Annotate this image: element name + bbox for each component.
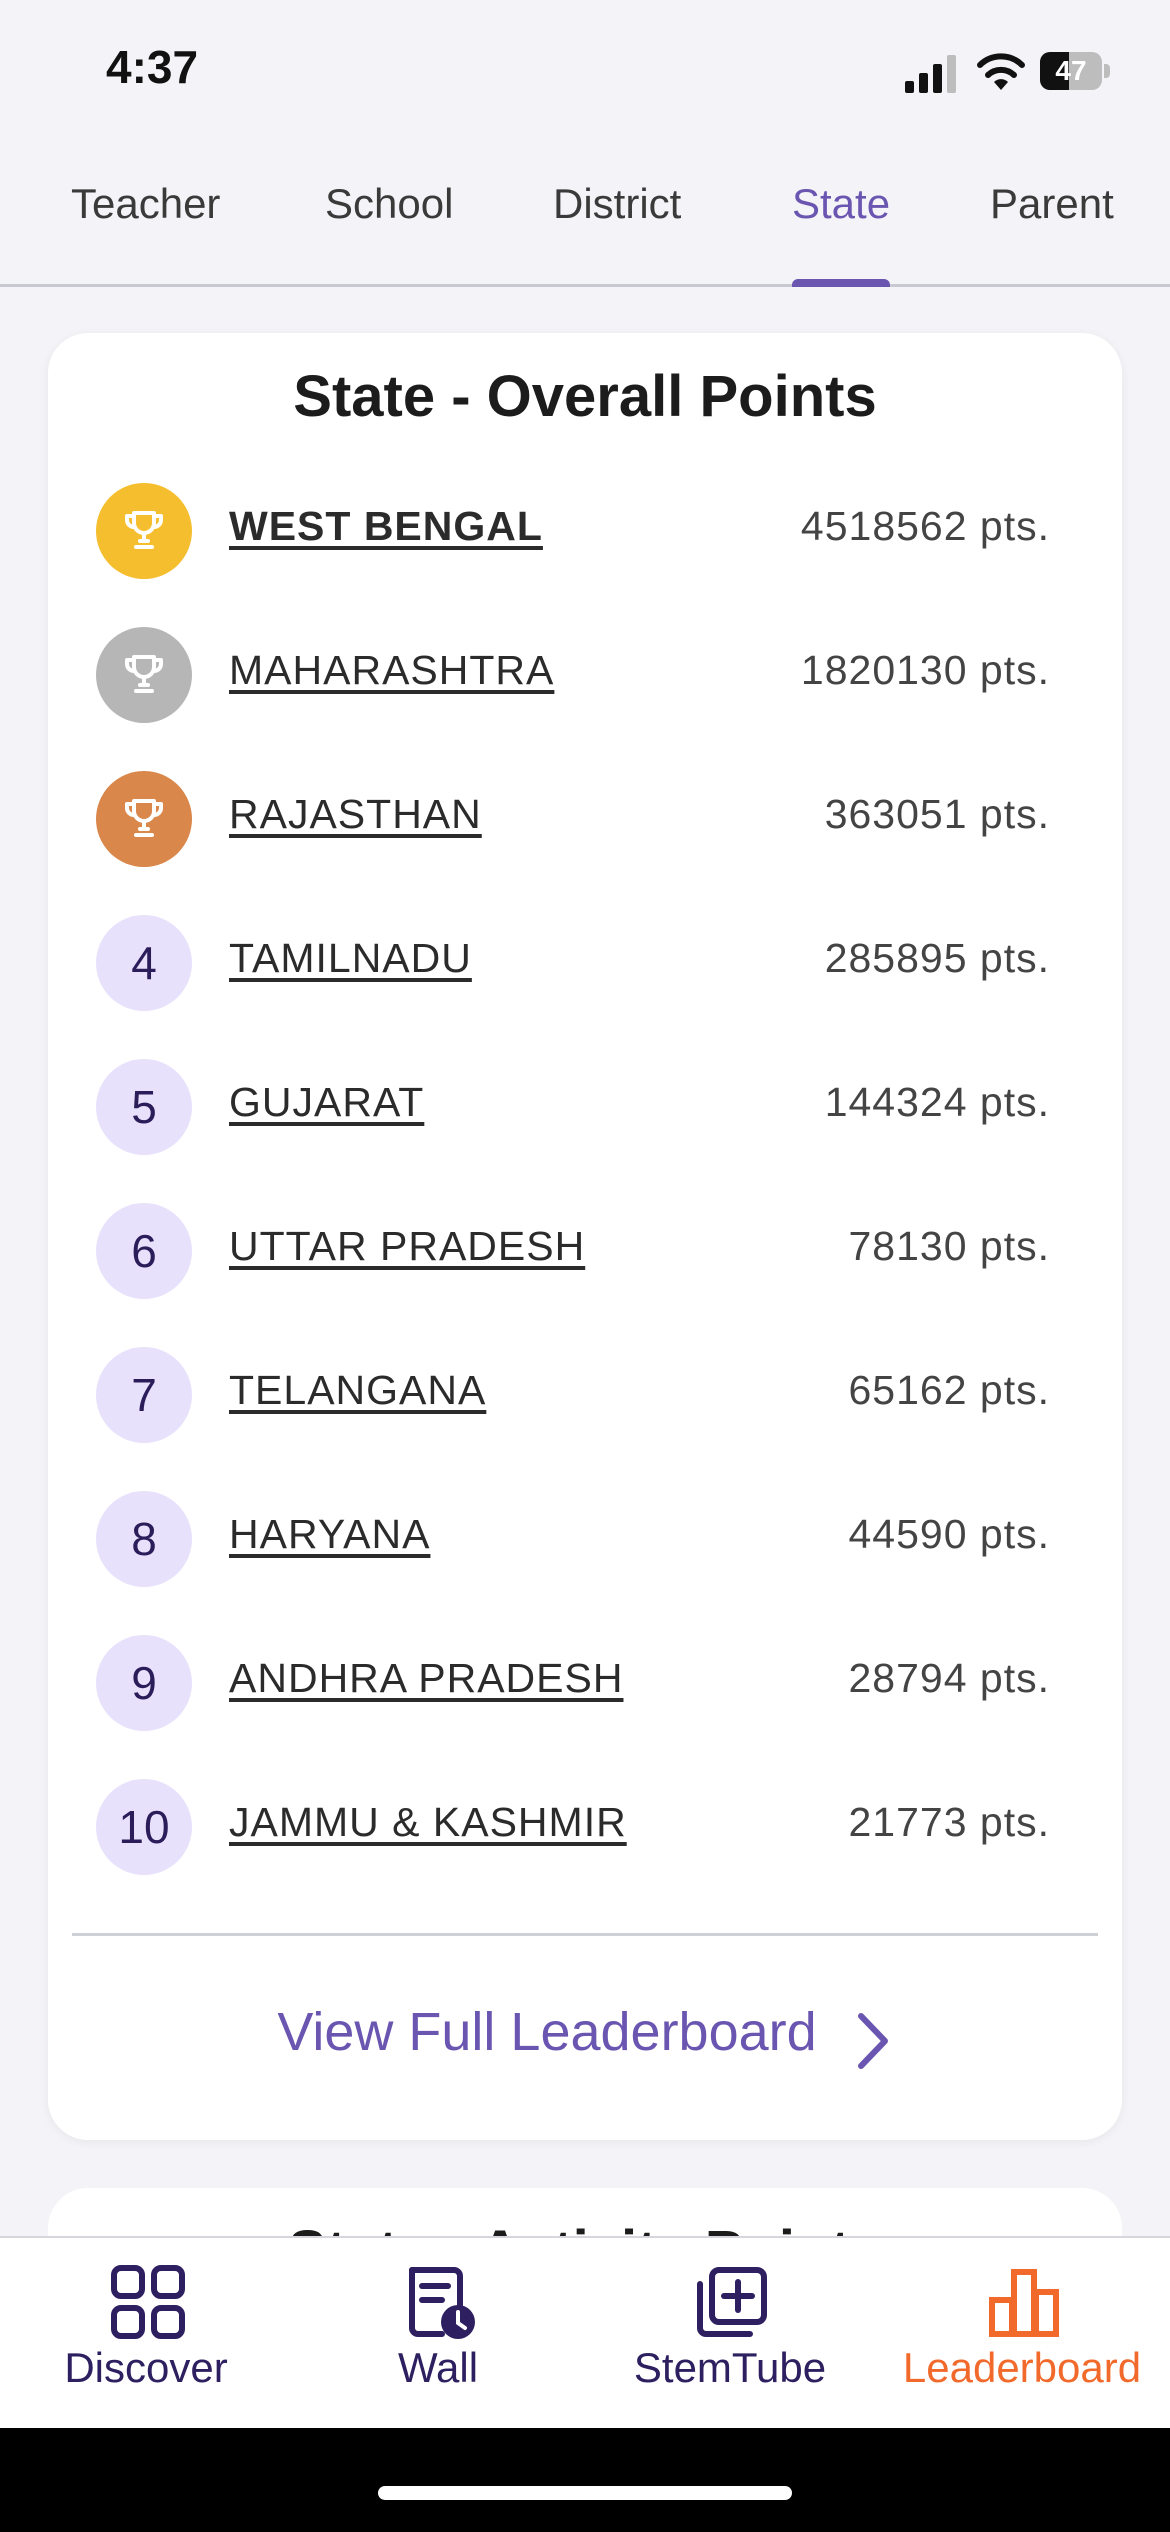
view-full-leaderboard-label: View Full Leaderboard xyxy=(277,2002,817,2062)
rank-badge: 8 xyxy=(96,1491,192,1587)
tab-teacher[interactable]: Teacher xyxy=(71,180,221,227)
state-name-link[interactable]: MAHARASHTRA xyxy=(229,647,555,693)
state-points: 363051 pts. xyxy=(824,791,1050,837)
cellular-signal-icon xyxy=(905,55,956,93)
nav-label: Discover xyxy=(64,2344,228,2391)
state-points: 144324 pts. xyxy=(824,1079,1050,1125)
leaderboard-tabs: Teacher School District State Parent xyxy=(0,160,1170,287)
state-name-link[interactable]: JAMMU & KASHMIR xyxy=(229,1799,627,1845)
state-name-link[interactable]: UTTAR PRADESH xyxy=(229,1223,586,1269)
battery-icon: 47 xyxy=(1040,52,1112,92)
state-points: 1820130 pts. xyxy=(800,647,1050,693)
status-bar: 4:37 47 xyxy=(0,0,1170,150)
state-name-link[interactable]: GUJARAT xyxy=(229,1079,425,1125)
leaderboard-row: MAHARASHTRA 1820130 pts. xyxy=(48,603,1122,747)
status-time: 4:37 xyxy=(106,41,199,93)
leaderboard-row: WEST BENGAL 4518562 pts. xyxy=(48,459,1122,603)
bar-chart-icon xyxy=(989,2269,1059,2337)
leaderboard-row: 10 JAMMU & KASHMIR 21773 pts. xyxy=(48,1755,1122,1899)
tab-state[interactable]: State xyxy=(792,180,891,287)
view-full-leaderboard-button[interactable]: View Full Leaderboard xyxy=(48,2001,1122,2081)
nav-discover[interactable]: Discover xyxy=(0,2238,292,2430)
tab-district[interactable]: District xyxy=(553,180,682,227)
tab-parent[interactable]: Parent xyxy=(990,180,1114,227)
state-points: 65162 pts. xyxy=(848,1367,1050,1413)
leaderboard-row: 7 TELANGANA 65162 pts. xyxy=(48,1323,1122,1467)
nav-stemtube[interactable]: StemTube xyxy=(584,2238,876,2430)
active-tab-indicator xyxy=(792,279,891,287)
state-points: 21773 pts. xyxy=(848,1799,1050,1845)
nav-leaderboard[interactable]: Leaderboard xyxy=(876,2238,1168,2430)
state-name-link[interactable]: ANDHRA PRADESH xyxy=(229,1655,624,1701)
rank-badge: 5 xyxy=(96,1059,192,1155)
nav-wall[interactable]: Wall xyxy=(292,2238,584,2430)
state-name-link[interactable]: TAMILNADU xyxy=(229,935,472,981)
grid-icon xyxy=(111,2265,185,2339)
bottom-navigation: Discover Wall StemTube Leaderboard xyxy=(0,2236,1170,2430)
leaderboard-row: 8 HARYANA 44590 pts. xyxy=(48,1467,1122,1611)
leaderboard-row: 5 GUJARAT 144324 pts. xyxy=(48,1035,1122,1179)
state-points: 285895 pts. xyxy=(824,935,1050,981)
state-points: 4518562 pts. xyxy=(800,503,1050,549)
state-points: 28794 pts. xyxy=(848,1655,1050,1701)
leaderboard-row: 6 UTTAR PRADESH 78130 pts. xyxy=(48,1179,1122,1323)
battery-percentage: 47 xyxy=(1055,55,1087,86)
nav-label: Wall xyxy=(397,2344,479,2391)
home-indicator[interactable] xyxy=(378,2486,792,2500)
trophy-icon xyxy=(125,799,163,837)
rank-badge: 7 xyxy=(96,1347,192,1443)
rank-badge: 9 xyxy=(96,1635,192,1731)
state-points: 44590 pts. xyxy=(848,1511,1050,1557)
leaderboard-row: RAJASTHAN 363051 pts. xyxy=(48,747,1122,891)
gold-trophy-badge xyxy=(96,483,192,579)
add-video-icon xyxy=(697,2267,767,2337)
wifi-icon xyxy=(977,53,1025,90)
tab-school[interactable]: School xyxy=(325,180,454,227)
divider xyxy=(72,1933,1098,1936)
nav-label: StemTube xyxy=(633,2344,827,2391)
state-name-link[interactable]: HARYANA xyxy=(229,1511,431,1557)
state-name-link[interactable]: WEST BENGAL xyxy=(229,503,543,549)
leaderboard-row: 9 ANDHRA PRADESH 28794 pts. xyxy=(48,1611,1122,1755)
state-points: 78130 pts. xyxy=(848,1223,1050,1269)
card-title: State - Overall Points xyxy=(293,364,877,429)
rank-badge: 4 xyxy=(96,915,192,1011)
silver-trophy-badge xyxy=(96,627,192,723)
state-name-link[interactable]: RAJASTHAN xyxy=(229,791,482,837)
trophy-icon xyxy=(125,655,163,693)
rank-badge: 10 xyxy=(96,1779,192,1875)
bronze-trophy-badge xyxy=(96,771,192,867)
trophy-icon xyxy=(125,511,163,549)
wall-clock-doc-icon xyxy=(409,2267,475,2339)
nav-label: Leaderboard xyxy=(902,2344,1142,2391)
overall-points-card: State - Overall Points WEST BENGAL 45185… xyxy=(48,333,1122,2140)
leaderboard-row: 4 TAMILNADU 285895 pts. xyxy=(48,891,1122,1035)
home-indicator-area xyxy=(0,2428,1170,2532)
chevron-right-icon xyxy=(857,2012,888,2069)
state-name-link[interactable]: TELANGANA xyxy=(229,1367,487,1413)
rank-badge: 6 xyxy=(96,1203,192,1299)
